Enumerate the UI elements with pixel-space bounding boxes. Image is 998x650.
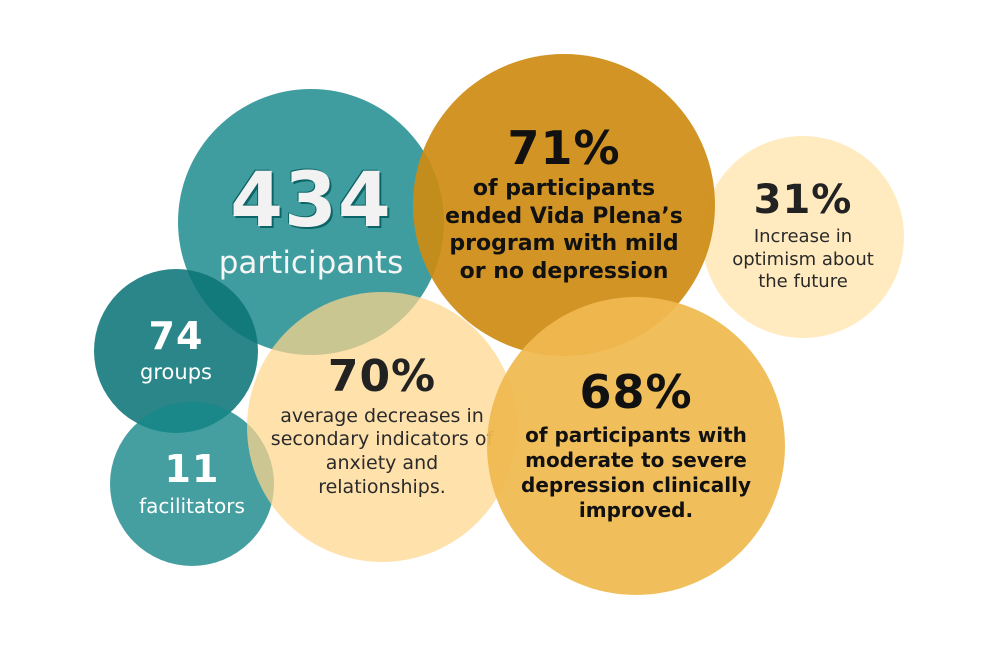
facilitators-label: facilitators [139,493,245,518]
clinically-improved-value: 68% [579,365,693,419]
ended-mild-value: 71% [507,121,621,175]
secondary-indicators-label: average decreases in secondary indicator… [270,404,494,498]
groups-label: groups [140,359,212,384]
participants-count: 434 [230,154,392,244]
groups-count: 74 [148,313,204,358]
secondary-indicators-bubble: 70% average decreases in secondary indic… [247,292,517,562]
ended-mild-label: of participants ended Vida Plena’s progr… [445,176,683,284]
optimism-label: Increase in optimism about the future [732,226,874,293]
facilitators-count: 11 [164,446,220,491]
secondary-indicators-value: 70% [327,350,437,402]
facilitators-bubble: 11 facilitators [110,402,274,566]
participants-label: participants [218,244,404,281]
clinically-improved-label: of participants with moderate to severe … [521,423,751,522]
clinically-improved-bubble: 68% of participants with moderate to sev… [487,297,785,595]
optimism-value: 31% [753,177,853,224]
optimism-bubble: 31% Increase in optimism about the futur… [702,136,904,338]
